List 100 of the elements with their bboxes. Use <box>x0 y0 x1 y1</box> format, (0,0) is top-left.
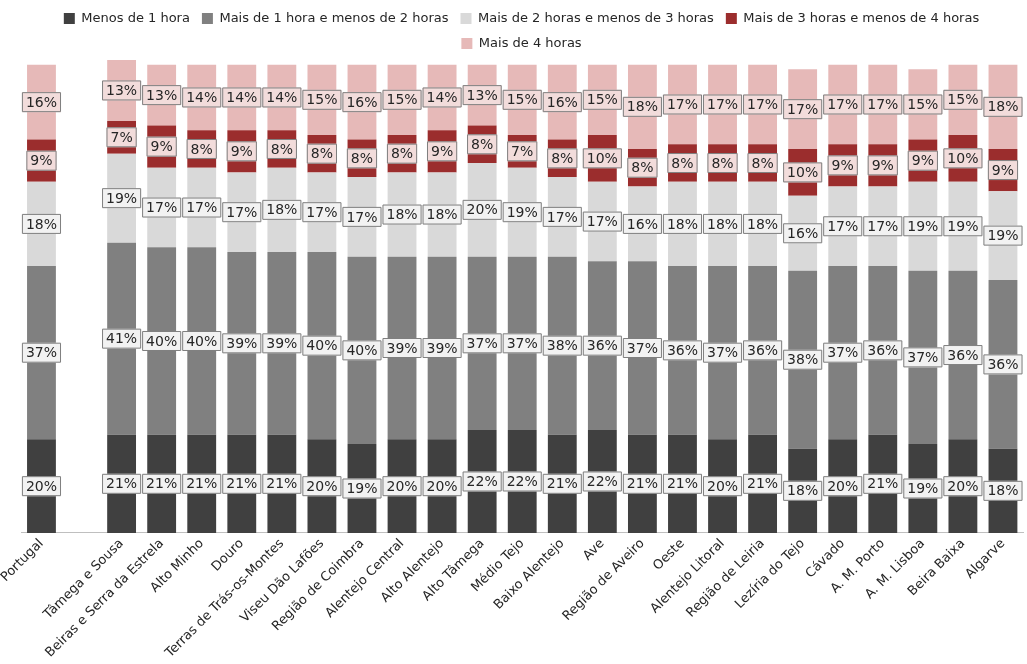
data-label: 8% <box>190 140 213 157</box>
data-label: 17% <box>146 199 178 216</box>
data-label: 15% <box>506 91 538 108</box>
data-label: 17% <box>346 208 378 225</box>
data-label: 14% <box>226 89 258 106</box>
data-label: 20% <box>706 477 739 494</box>
data-label: 17% <box>867 217 899 234</box>
data-label: 19% <box>907 480 939 497</box>
data-label: 19% <box>987 227 1019 244</box>
data-label: 39% <box>226 334 258 351</box>
data-label: 8% <box>751 154 774 171</box>
data-label: 40% <box>306 337 338 354</box>
data-label: 21% <box>747 475 779 492</box>
data-label: 20% <box>426 477 458 494</box>
data-label: 20% <box>947 477 979 494</box>
data-label: 40% <box>146 332 178 349</box>
data-label: 15% <box>907 96 939 113</box>
data-label: 37% <box>827 344 859 361</box>
data-label: 9% <box>871 157 894 174</box>
data-label: 8% <box>551 149 574 166</box>
data-label: 39% <box>386 339 418 356</box>
data-label: 19% <box>947 217 979 234</box>
legend-label: Menos de 1 hora <box>81 9 190 25</box>
data-label: 36% <box>586 337 618 354</box>
data-label: 22% <box>586 473 618 490</box>
data-label: 7% <box>511 142 534 159</box>
data-label: 17% <box>586 213 618 230</box>
data-label: 13% <box>106 82 138 99</box>
data-label: 20% <box>827 477 859 494</box>
data-label: 8% <box>350 149 374 166</box>
data-label: 17% <box>787 100 819 117</box>
data-label: 22% <box>466 473 498 490</box>
data-label: 19% <box>346 480 378 497</box>
data-label: 14% <box>426 89 458 106</box>
data-label: 19% <box>907 217 939 234</box>
data-label: 21% <box>266 475 298 492</box>
data-label: 37% <box>506 334 538 351</box>
data-label: 38% <box>546 337 578 354</box>
data-label: 17% <box>827 96 859 113</box>
data-label: 14% <box>186 89 218 106</box>
data-label: 16% <box>346 93 378 110</box>
data-label: 20% <box>306 477 338 494</box>
data-label: 8% <box>390 145 414 162</box>
data-label: 21% <box>546 475 578 492</box>
data-label: 18% <box>987 98 1019 115</box>
data-label: 37% <box>466 334 498 351</box>
data-label: 37% <box>626 339 658 356</box>
data-label: 16% <box>25 93 58 110</box>
data-label: 10% <box>586 149 618 166</box>
data-label: 36% <box>867 341 899 358</box>
data-label: 9% <box>991 161 1015 178</box>
data-label: 39% <box>426 339 458 356</box>
data-label: 15% <box>947 91 979 108</box>
data-label: 16% <box>626 215 658 232</box>
data-label: 17% <box>666 96 699 113</box>
legend-label: Mais de 1 hora e menos de 2 horas <box>219 9 449 25</box>
data-label: 15% <box>386 91 418 108</box>
data-label: 18% <box>747 215 779 232</box>
data-label: 17% <box>706 96 739 113</box>
data-label: 14% <box>266 89 298 106</box>
data-label: 16% <box>546 93 578 110</box>
data-label: 18% <box>626 98 658 115</box>
data-label: 40% <box>346 341 378 358</box>
data-label: 7% <box>110 128 133 145</box>
x-tick-label: Ave <box>579 535 607 563</box>
data-label: 18% <box>666 215 699 232</box>
data-label: 38% <box>787 351 819 368</box>
data-label: 17% <box>186 199 218 216</box>
data-label: 9% <box>150 138 173 155</box>
data-label: 18% <box>706 215 739 232</box>
data-label: 8% <box>671 154 694 171</box>
data-label: 17% <box>306 203 338 220</box>
data-label: 9% <box>430 142 454 159</box>
data-label: 10% <box>787 164 819 181</box>
data-label: 16% <box>787 224 819 241</box>
data-label: 15% <box>306 91 338 108</box>
data-label: 39% <box>266 334 298 351</box>
data-label: 36% <box>947 346 979 363</box>
data-label: 18% <box>386 206 418 223</box>
legend-label: Mais de 2 horas e menos de 3 horas <box>477 9 715 25</box>
data-label: 37% <box>706 344 739 361</box>
data-label: 9% <box>230 142 253 159</box>
data-label: 17% <box>867 96 899 113</box>
data-label: 8% <box>270 140 293 157</box>
data-label: 18% <box>426 206 458 223</box>
data-label: 9% <box>911 152 934 169</box>
data-label: 8% <box>631 159 654 176</box>
data-label: 36% <box>747 341 779 358</box>
data-label: 18% <box>987 482 1019 499</box>
data-label: 17% <box>747 96 779 113</box>
data-label: 17% <box>226 203 258 220</box>
data-label: 19% <box>106 189 138 206</box>
data-label: 20% <box>466 201 498 218</box>
data-label: 13% <box>146 86 178 103</box>
data-label: 21% <box>226 475 258 492</box>
data-label: 8% <box>711 154 734 171</box>
data-label: 9% <box>831 157 854 174</box>
data-label: 21% <box>867 475 899 492</box>
data-label: 37% <box>25 344 58 361</box>
data-label: 21% <box>186 475 218 492</box>
